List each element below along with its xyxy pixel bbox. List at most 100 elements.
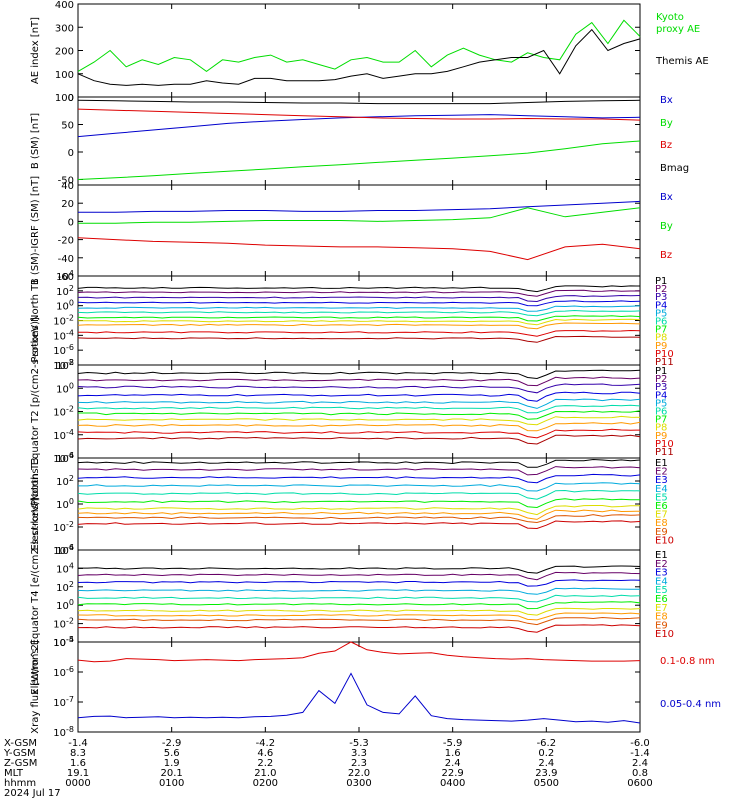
x-axis-table: X-GSM -1.4 -2.9 -4.2 -5.3 -5.9 -6.2 -6.0 Y-GSM 8.… bbox=[3, 738, 653, 799]
y-tick-label: 0 bbox=[68, 93, 74, 104]
y-tick-label: 300 bbox=[55, 23, 74, 34]
panel-7: 10-4 10-2 100 102 104 106 Electrons Equator T4… bbox=[30, 497, 674, 694]
y-tick-label: 100 bbox=[55, 70, 74, 81]
series-line bbox=[77, 289, 641, 297]
series-line bbox=[77, 294, 641, 303]
y-tick-label: 10-7 bbox=[53, 695, 74, 709]
y-tick-label: 10-6 bbox=[53, 343, 74, 357]
x-row-value: 0200 bbox=[253, 778, 278, 789]
series-line bbox=[77, 28, 641, 86]
series-line bbox=[77, 514, 641, 524]
y-tick-label: 10-8 bbox=[53, 358, 74, 372]
y-tick-label: 10-6 bbox=[53, 451, 74, 465]
series-line bbox=[77, 415, 641, 426]
series-line bbox=[77, 285, 641, 293]
series-line bbox=[77, 616, 641, 626]
legend-entry: E3 bbox=[655, 475, 668, 486]
legend-entry: P8 bbox=[655, 423, 667, 434]
y-tick-label: 100 bbox=[56, 598, 74, 612]
series-line bbox=[77, 601, 641, 610]
y-axis-label: B (SM) [nT] bbox=[30, 113, 41, 169]
panel-frame bbox=[77, 641, 641, 733]
legend-entry: E4 bbox=[655, 576, 668, 587]
x-row-label: hhmm bbox=[4, 778, 36, 789]
x-row-value: 8.3 bbox=[70, 748, 86, 759]
y-tick-label: 100 bbox=[55, 93, 74, 104]
legend-entry: E7 bbox=[655, 510, 668, 521]
y-tick-label: 10-2 bbox=[53, 405, 74, 419]
series-line bbox=[77, 140, 641, 180]
legend-entry: Bmag bbox=[660, 163, 689, 174]
x-row-value: 2.4 bbox=[632, 758, 648, 769]
legend-entry: P5 bbox=[655, 398, 667, 409]
series-line bbox=[77, 309, 641, 317]
y-tick-label: 10-8 bbox=[53, 725, 74, 739]
legend-entry: Themis AE bbox=[655, 56, 709, 67]
panel-frame bbox=[77, 457, 641, 551]
legend-entry: P6 bbox=[655, 407, 667, 418]
legend-entry: P3 bbox=[655, 382, 667, 393]
y-tick-label: 10-4 bbox=[53, 428, 74, 442]
y-tick-label: -40 bbox=[58, 254, 74, 265]
x-row-value: 0100 bbox=[159, 778, 184, 789]
legend-entry: E2 bbox=[655, 559, 668, 570]
y-tick-label: 0 bbox=[68, 148, 74, 159]
series-line bbox=[78, 565, 641, 574]
y-tick-label: 10-2 bbox=[53, 314, 74, 328]
x-row-value: 21.0 bbox=[254, 768, 276, 779]
legend-entry: E10 bbox=[655, 535, 674, 546]
legend-entry: E9 bbox=[655, 620, 668, 631]
legend-entry: P4 bbox=[655, 390, 667, 401]
panel-8: 10-8 10-7 10-6 10-5 Xray flux [W/m^2] 0.1-0.8… bbox=[30, 635, 721, 739]
series-line bbox=[77, 612, 641, 621]
series-line bbox=[77, 458, 641, 468]
y-tick-label: 10-2 bbox=[53, 617, 74, 631]
y-tick-label: 10-4 bbox=[53, 543, 74, 557]
panel-2: -50 0 50 100 B (SM) [nT] Bx By Bz Bmag bbox=[30, 93, 689, 187]
series-line bbox=[77, 335, 641, 343]
y-tick-label: 200 bbox=[55, 47, 74, 58]
y-tick-label: 40 bbox=[61, 181, 74, 192]
x-row-label: Y-GSM bbox=[3, 748, 36, 759]
legend-entry: E9 bbox=[655, 527, 668, 538]
x-row-value: 1.6 bbox=[445, 748, 461, 759]
legend-entry: P1 bbox=[655, 276, 667, 287]
x-row-value: 23.9 bbox=[535, 768, 557, 779]
y-tick-label: 0 bbox=[68, 217, 74, 228]
y-tick-label: 10-4 bbox=[53, 635, 74, 649]
y-tick-label: 20 bbox=[61, 199, 74, 210]
legend-entry: P2 bbox=[655, 284, 667, 295]
x-row-value: 0300 bbox=[346, 778, 371, 789]
legend-entry: P1 bbox=[655, 366, 667, 377]
x-row-value: -5.3 bbox=[349, 738, 369, 749]
x-row-label: X-GSM bbox=[4, 738, 37, 749]
y-tick-label: 10-2 bbox=[53, 520, 74, 534]
legend-entry: P6 bbox=[655, 317, 667, 328]
legend-entry: By bbox=[660, 221, 673, 232]
legend-entry: Bx bbox=[660, 95, 673, 106]
y-tick-label: 400 bbox=[55, 0, 74, 11]
series-line bbox=[77, 579, 641, 587]
y-axis-label: Protons North T1 bbox=[30, 278, 41, 362]
x-row-value: -4.2 bbox=[256, 738, 276, 749]
x-row-value: 1.9 bbox=[164, 758, 180, 769]
legend-entry: E6 bbox=[655, 501, 668, 512]
panel-3: -60 -40 -20 0 20 40 B (SM)-IGRF (SM) [nT] Bx By B… bbox=[30, 176, 673, 285]
legend-entry: P5 bbox=[655, 308, 667, 319]
series-line bbox=[77, 641, 641, 663]
legend-entry: E5 bbox=[655, 492, 668, 503]
series-line bbox=[77, 318, 641, 326]
series-line bbox=[77, 624, 641, 633]
series-line bbox=[77, 383, 641, 394]
x-row-value: 0400 bbox=[440, 778, 465, 789]
y-tick-label: -20 bbox=[58, 236, 74, 247]
panel-frame bbox=[77, 3, 641, 98]
legend-entry: P7 bbox=[655, 415, 667, 426]
series-line bbox=[77, 19, 641, 73]
y-tick-label: 104 bbox=[56, 269, 74, 283]
y-tick-label: 104 bbox=[56, 561, 74, 575]
legend-entry: E3 bbox=[655, 568, 668, 579]
